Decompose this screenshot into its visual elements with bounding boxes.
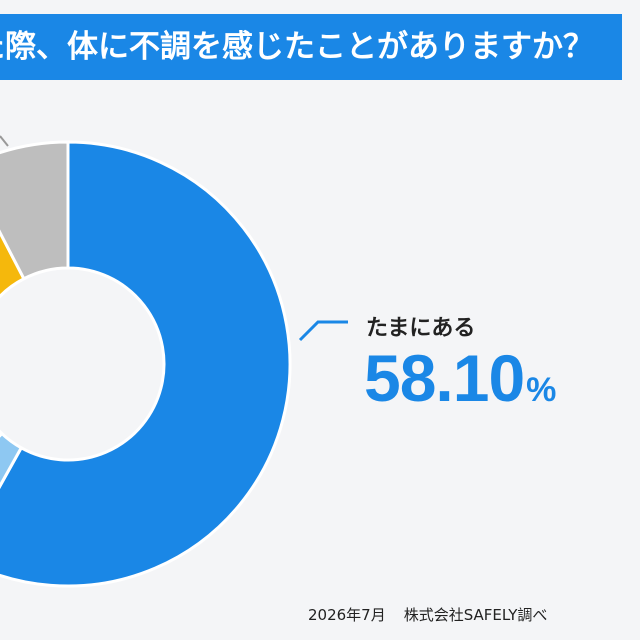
callout-percentage: 58.10 [364, 341, 525, 415]
donut-slice-2 [0, 431, 24, 489]
callout-value: 58.10% [364, 340, 556, 416]
survey-date: 2026年7月 [308, 606, 386, 624]
donut-slice-4 [0, 140, 70, 281]
slice-leader-line [0, 135, 9, 147]
page-title: た際、体に不調を感じたことがありますか？ [0, 29, 594, 65]
callout-percent-sign: % [526, 371, 557, 409]
donut-slice-1 [0, 140, 292, 588]
survey-source: 株式会社SAFELY調べ [403, 606, 548, 624]
donut-slices [0, 135, 292, 588]
donut-slice-3 [0, 229, 26, 438]
source-note: 2026年7月 株式会社SAFELY調べ [308, 604, 547, 625]
title-banner: た際、体に不調を感じたことがありますか？ [0, 14, 622, 80]
callout-label: たまにある [366, 316, 476, 341]
callout-leader-line [298, 320, 348, 342]
